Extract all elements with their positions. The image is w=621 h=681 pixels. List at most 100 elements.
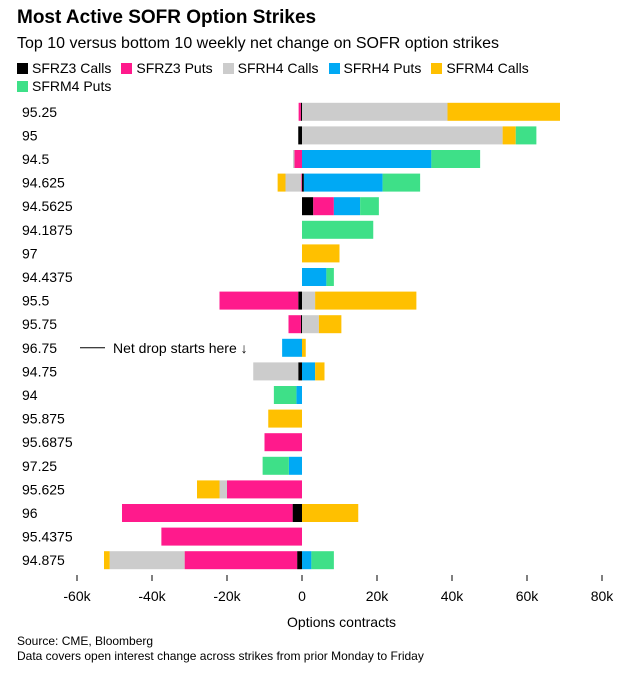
legend-label: SFRH4 Puts [343, 60, 422, 76]
legend-item-sfrh4-calls: SFRH4 Calls [222, 59, 319, 77]
legend: SFRZ3 Calls SFRZ3 Puts SFRH4 Calls SFRH4 Pu… [17, 59, 607, 95]
x-tick-label: -60k [63, 588, 91, 604]
category-label: 95.875 [22, 411, 65, 427]
bar-sfrm4-calls-96 [302, 504, 359, 522]
bar-sfrh4-calls-94-5 [293, 150, 295, 168]
bar-sfrz3-calls-95 [298, 126, 302, 145]
bar-sfrz3-calls-95-25 [300, 102, 302, 121]
bar-sfrz3-calls-96 [292, 504, 302, 522]
legend-item-sfrm4-calls: SFRM4 Calls [431, 59, 529, 77]
bar-sfrz3-puts-95-4375 [161, 527, 302, 546]
bar-sfrh4-calls-94-75 [253, 362, 299, 381]
legend-label: SFRM4 Puts [32, 78, 112, 94]
bar-sfrh4-puts-94-5 [302, 150, 432, 168]
x-tick-label: -40k [138, 588, 166, 604]
category-label: 94.5 [22, 151, 49, 167]
bar-sfrh4-calls-94-625 [285, 173, 302, 192]
bar-sfrz3-puts-95-5 [219, 291, 299, 310]
data-note: Data covers open interest change across … [17, 649, 424, 663]
bar-sfrz3-puts-96 [122, 504, 293, 522]
bar-sfrz3-puts-94-5625 [313, 197, 334, 216]
bar-sfrh4-puts-94-875 [302, 551, 312, 570]
bar-sfrz3-puts-95-625 [227, 480, 302, 499]
bar-sfrh4-puts-94-625 [303, 173, 383, 192]
bar-sfrm4-puts-94-4375 [326, 268, 334, 286]
category-label: 96.75 [22, 340, 57, 356]
bar-sfrm4-calls-95-5 [315, 291, 417, 310]
bar-sfrz3-puts-94-5 [294, 150, 302, 168]
x-tick-label: 80k [591, 588, 615, 604]
bar-sfrm4-calls-94-75 [315, 362, 325, 381]
bar-sfrm4-puts-94-5625 [360, 197, 379, 216]
legend-item-sfrm4-puts: SFRM4 Puts [17, 77, 111, 95]
x-tick-label: 60k [516, 588, 540, 604]
category-label: 94.1875 [22, 222, 73, 238]
bar-sfrm4-calls-95-875 [268, 409, 302, 428]
annotation-text: Net drop starts here ↓ [113, 340, 248, 356]
x-tick-label: 40k [441, 588, 465, 604]
bar-sfrh4-calls-95-5 [302, 291, 316, 310]
bar-sfrh4-calls-95 [302, 126, 503, 145]
x-axis-label: Options contracts [287, 614, 396, 630]
legend-swatch [222, 63, 234, 74]
bar-sfrz3-calls-94-5625 [302, 197, 314, 216]
bar-sfrh4-calls-95-25 [302, 102, 448, 121]
category-label: 94.4375 [22, 269, 73, 285]
legend-label: SFRZ3 Puts [136, 60, 213, 76]
category-label: 95.75 [22, 316, 57, 332]
bar-sfrh4-puts-94-5625 [333, 197, 361, 216]
bar-sfrz3-puts-95-25 [298, 102, 301, 121]
category-label: 95.4375 [22, 529, 73, 545]
bar-sfrm4-calls-95-75 [318, 315, 342, 334]
bar-sfrz3-calls-94-75 [298, 362, 302, 381]
x-tick-label: 0 [298, 588, 306, 604]
bar-sfrh4-calls-94-875 [109, 551, 185, 570]
chart-subtitle: Top 10 versus bottom 10 weekly net chang… [17, 35, 500, 52]
legend-swatch [17, 81, 28, 92]
legend-swatch [121, 63, 133, 74]
bar-sfrm4-puts-97-25 [262, 456, 289, 475]
bar-sfrm4-calls-95-25 [447, 102, 560, 121]
bar-sfrz3-calls-95-5 [298, 291, 302, 310]
category-label: 94.75 [22, 363, 57, 379]
bar-sfrm4-calls-95-625 [197, 480, 220, 499]
bar-sfrm4-puts-94-5 [431, 150, 481, 168]
bar-sfrz3-puts-94-875 [184, 551, 298, 570]
category-label: 97.25 [22, 458, 57, 474]
legend-label: SFRH4 Calls [237, 60, 319, 76]
category-label: 94 [22, 387, 38, 403]
legend-label: SFRM4 Calls [446, 60, 529, 76]
category-label: 95.6875 [22, 434, 73, 450]
bar-sfrz3-calls-94-875 [297, 551, 302, 570]
legend-swatch [328, 63, 340, 74]
bar-sfrm4-calls-96-75 [302, 338, 306, 357]
bar-sfrh4-calls-95-75 [302, 315, 319, 334]
bar-sfrz3-puts-94-625 [301, 173, 303, 192]
chart-title: Most Active SOFR Option Strikes [17, 7, 317, 28]
bar-sfrm4-calls-94-875 [104, 551, 110, 570]
bar-sfrz3-puts-95-75 [288, 315, 301, 334]
x-tick-label: 20k [366, 588, 390, 604]
legend-item-sfrh4-puts: SFRH4 Puts [328, 59, 422, 77]
bar-sfrz3-calls-94-625 [302, 173, 304, 192]
bar-sfrm4-puts-94-1875 [302, 220, 374, 239]
category-label: 94.5625 [22, 198, 73, 214]
category-label: 95.5 [22, 293, 49, 309]
category-label: 95.625 [22, 481, 65, 497]
bar-sfrh4-puts-97-25 [288, 456, 302, 475]
bar-sfrm4-puts-94-625 [382, 173, 421, 192]
stacked-bar-chart: 95.25 95 94.5 94.625 94.5625 94.1875 97 94.4375… [22, 102, 615, 630]
category-label: 95.25 [22, 104, 57, 120]
bar-sfrh4-puts-96-75 [282, 338, 302, 357]
bar-sfrh4-puts-94-4375 [302, 268, 327, 286]
category-label: 95 [22, 127, 38, 143]
category-label: 94.625 [22, 175, 65, 191]
bar-sfrm4-puts-95 [515, 126, 537, 145]
bar-sfrz3-calls-95-75 [300, 315, 302, 334]
bar-sfrz3-puts-95-6875 [264, 433, 302, 452]
category-label: 96 [22, 505, 38, 521]
legend-label: SFRZ3 Calls [32, 60, 112, 76]
bar-sfrh4-puts-94 [296, 386, 302, 404]
bar-sfrm4-calls-97 [302, 244, 340, 263]
bar-sfrh4-calls-95-625 [219, 480, 227, 499]
